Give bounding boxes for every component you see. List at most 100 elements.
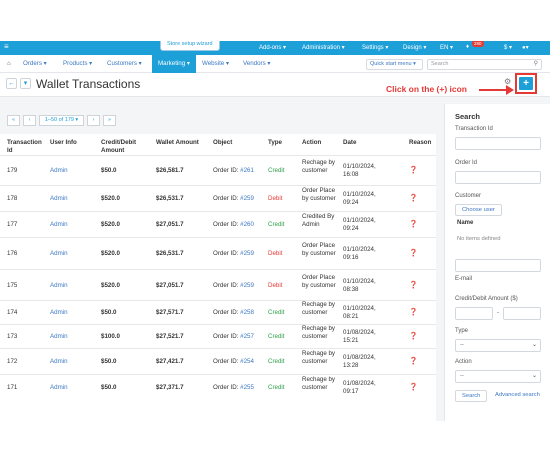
header-wallet-amount[interactable]: Wallet Amount [156, 139, 199, 146]
reason-info-icon[interactable]: ❓ [409, 250, 418, 257]
first-page-button[interactable]: « [7, 115, 20, 126]
search-button[interactable]: Search [455, 390, 488, 402]
addons-menu[interactable]: Add-ons ▾ [259, 45, 287, 51]
order-link[interactable]: #261 [240, 167, 254, 174]
nav-website[interactable]: Website ▾ [202, 60, 230, 67]
order-link[interactable]: #259 [240, 250, 254, 257]
order-link[interactable]: #258 [240, 309, 254, 316]
order-link[interactable]: #257 [240, 333, 254, 340]
administration-menu[interactable]: Administration ▾ [302, 45, 345, 51]
object-cell: Order ID: #257 [213, 333, 254, 341]
chevron-down-icon: ⌄ [531, 373, 537, 379]
transaction-action: Rechage by customer [302, 301, 336, 316]
header-date[interactable]: Date [343, 139, 357, 146]
action-select[interactable]: -- ⌄ [455, 370, 541, 383]
reason-info-icon[interactable]: ❓ [409, 333, 418, 340]
header-transaction-id[interactable]: Transaction Id [7, 139, 42, 154]
choose-user-button[interactable]: Choose user [455, 204, 502, 216]
user-info-link[interactable]: Admin [50, 167, 68, 174]
object-label: Order ID: [213, 167, 241, 174]
table-row: 176 Admin $520.0 $26,531.7 Debit 01/10/2024, … [0, 237, 436, 269]
transaction-id: 174 [7, 309, 18, 316]
user-info-link[interactable]: Admin [50, 358, 68, 365]
reason-info-icon[interactable]: ❓ [409, 383, 418, 391]
currency-menu[interactable]: $ ▾ [504, 45, 513, 51]
chevron-down-icon: ⌄ [531, 342, 537, 348]
advanced-search-link[interactable]: Advanced search [495, 392, 540, 398]
search-icon[interactable]: ⚲ [533, 61, 538, 67]
nav-marketing[interactable]: Marketing ▾ [152, 55, 196, 73]
quick-start-menu[interactable]: Quick start menu ▾ [366, 59, 423, 70]
order-link[interactable]: #260 [240, 221, 254, 228]
reason-info-icon[interactable]: ❓ [409, 281, 418, 289]
type-label: Type [455, 328, 469, 334]
transaction-id: 171 [7, 383, 18, 391]
user-info-link[interactable]: Admin [50, 333, 68, 340]
reason-info-icon[interactable]: ❓ [409, 221, 418, 228]
user-info-link[interactable]: Admin [50, 309, 68, 316]
transaction-type: Credit [268, 221, 285, 228]
admin-frame: ≡ Store setup wizard Add-ons ▾ Administr… [0, 41, 550, 421]
reason-info-icon[interactable]: ❓ [409, 195, 418, 202]
header-type[interactable]: Type [268, 139, 282, 146]
amount-to-input[interactable] [503, 307, 541, 320]
user-info-link[interactable]: Admin [50, 383, 68, 391]
reason-info-icon[interactable]: ❓ [409, 358, 418, 365]
header-action[interactable]: Action [302, 139, 322, 146]
user-info-link[interactable]: Admin [50, 281, 68, 289]
credit-debit-amount: $520.0 [101, 221, 120, 228]
table-row: 172 Admin $50.0 $27,421.7 Credit 01/08/2024, … [0, 348, 436, 374]
wallet-amount: $26,531.7 [156, 195, 184, 202]
add-button[interactable]: + [519, 77, 533, 90]
wallet-amount: $27,051.7 [156, 281, 184, 289]
bell-icon[interactable]: ♦ [466, 44, 470, 50]
order-link[interactable]: #259 [240, 281, 254, 289]
design-menu[interactable]: Design ▾ [403, 45, 427, 51]
transaction-date: 01/10/2024, 08:21 [343, 305, 376, 320]
user-info-link[interactable]: Admin [50, 221, 68, 228]
search-panel-title: Search [455, 112, 481, 121]
hamburger-icon[interactable]: ≡ [4, 42, 9, 51]
order-link[interactable]: #255 [240, 383, 254, 391]
header-reason[interactable]: Reason [409, 139, 432, 146]
nav-customers[interactable]: Customers ▾ [107, 60, 142, 67]
action-select-value: -- [460, 373, 464, 379]
user-info-link[interactable]: Admin [50, 195, 68, 202]
nav-products[interactable]: Products ▾ [63, 60, 93, 67]
home-icon[interactable]: ⌂ [7, 60, 11, 67]
language-menu[interactable]: EN ▾ [440, 45, 454, 51]
type-select[interactable]: -- ⌄ [455, 339, 541, 352]
gear-icon[interactable]: ⚙ [504, 77, 512, 86]
transaction-date: 01/10/2024, 09:16 [343, 246, 376, 261]
settings-menu[interactable]: Settings ▾ [362, 45, 389, 51]
prev-page-button[interactable]: ‹ [23, 115, 36, 126]
back-arrow-icon[interactable]: ← [6, 78, 17, 89]
nav-vendors[interactable]: Vendors ▾ [243, 60, 271, 67]
user-info-link[interactable]: Admin [50, 250, 68, 257]
global-search-input[interactable]: Search ⚲ [427, 59, 542, 70]
header-object[interactable]: Object [213, 139, 233, 146]
order-id-input[interactable] [455, 171, 541, 184]
account-menu[interactable]: ●▾ [522, 44, 529, 51]
title-dropdown-icon[interactable]: ▾ [20, 78, 31, 89]
header-user-info[interactable]: User Info [50, 139, 77, 146]
nav-orders[interactable]: Orders ▾ [23, 60, 47, 67]
reason-info-icon[interactable]: ❓ [409, 309, 418, 316]
email-input[interactable] [455, 259, 541, 272]
transaction-action: Rechage by customer [302, 375, 336, 391]
order-link[interactable]: #254 [240, 358, 254, 365]
order-link[interactable]: #259 [240, 195, 254, 202]
table-row: 171 Admin $50.0 $27,371.7 Credit 01/08/2024, … [0, 374, 436, 399]
transaction-action: Credited By Admin [302, 213, 335, 228]
next-page-button[interactable]: › [87, 115, 100, 126]
search-panel: Search Transaction Id Order Id Customer … [444, 104, 550, 421]
transaction-type: Debit [268, 195, 283, 202]
header-amount[interactable]: Credit/Debit Amount [101, 139, 137, 154]
store-setup-wizard-button[interactable]: Store setup wizard [160, 41, 220, 51]
last-page-button[interactable]: » [103, 115, 116, 126]
page-range-select[interactable]: 1–50 of 179 ▾ [39, 115, 84, 126]
reason-info-icon[interactable]: ❓ [409, 167, 418, 174]
amount-from-input[interactable] [455, 307, 493, 320]
transaction-id: 177 [7, 221, 18, 228]
transaction-id-input[interactable] [455, 137, 541, 150]
